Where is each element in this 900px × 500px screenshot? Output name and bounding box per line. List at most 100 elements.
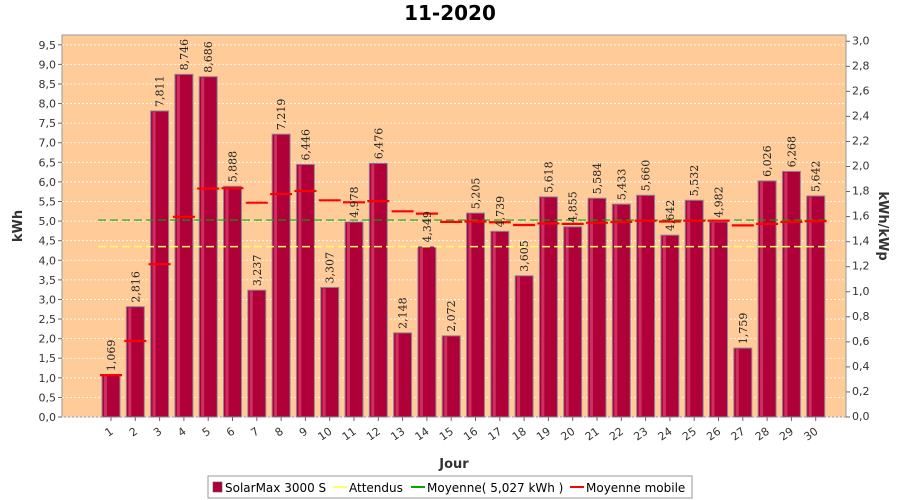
- bar-value-label: 5,433: [615, 169, 628, 201]
- x-tick-label: 19: [534, 425, 553, 444]
- legend-label-moving-average: Moyenne mobile: [586, 481, 685, 495]
- x-tick-label: 3: [151, 425, 164, 440]
- y-tick-label: 9,0: [39, 58, 57, 71]
- x-tick-label: 21: [583, 425, 602, 444]
- x-tick-label: 23: [631, 425, 650, 444]
- y-axis-label: kWh: [11, 210, 26, 242]
- y2-tick-label: 2,4: [852, 109, 870, 122]
- bar-value-label: 6,446: [299, 129, 312, 161]
- x-tick-label: 26: [704, 425, 723, 444]
- y-tick-label: 5,5: [39, 196, 57, 209]
- x-tick-label: 1: [103, 425, 116, 440]
- y2-tick-label: 2,6: [852, 84, 870, 97]
- bar-value-label: 2,148: [397, 297, 410, 329]
- y-tick-label: 0,5: [39, 391, 57, 404]
- legend-swatch-bars: [212, 481, 223, 493]
- x-tick-label: 29: [777, 425, 796, 444]
- bar-highlight: [419, 247, 423, 416]
- y-tick-label: 7,0: [39, 137, 57, 150]
- y2-tick-label: 2,0: [852, 160, 870, 173]
- bar-highlight: [541, 197, 545, 416]
- reference-lines: [98, 219, 829, 248]
- x-tick-label: 7: [248, 425, 261, 440]
- bar-highlight: [517, 276, 521, 416]
- bar-value-label: 5,532: [688, 165, 701, 197]
- y-tick-label: 0,0: [39, 411, 57, 424]
- bar-highlight: [784, 172, 788, 416]
- x-tick-label: 4: [175, 425, 188, 440]
- bar-value-label: 1,069: [105, 340, 118, 372]
- x-axis-ticks: 1 2 3 4 5 6 7 8 9 10 11 12 13 14 15 16 17 18 19 20 21 22 23 24 2…: [103, 417, 820, 444]
- x-tick-label: 9: [297, 425, 310, 440]
- bar-value-label: 4,642: [664, 200, 677, 232]
- x-tick-label: 17: [486, 425, 505, 444]
- bar-value-label: 7,811: [154, 75, 167, 107]
- bar-highlight: [590, 199, 593, 416]
- y2-tick-label: 1,2: [852, 260, 870, 273]
- y-tick-label: 8,0: [39, 98, 57, 111]
- bar-highlight: [225, 187, 229, 416]
- bar-highlight: [298, 165, 302, 416]
- y-axis-ticks: 0,0 0,5 1,0 1,5 2,0 2,5 3,0 3,5 4,0 4,5 5,0 5,5 6,0 6…: [39, 39, 62, 424]
- x-tick-label: 24: [656, 425, 675, 444]
- bar-highlight: [687, 201, 691, 416]
- x-tick-label: 18: [510, 425, 529, 444]
- bar-highlight: [371, 164, 375, 416]
- y2-tick-label: 2,8: [852, 59, 870, 72]
- y-tick-label: 3,0: [39, 293, 57, 306]
- x-tick-label: 6: [224, 425, 237, 440]
- bar-highlight: [322, 288, 326, 416]
- bar-value-label: 6,476: [372, 128, 385, 160]
- bar-highlight: [104, 376, 107, 416]
- bar-highlight: [760, 181, 764, 416]
- bar-value-label: 5,618: [542, 161, 555, 193]
- bar-highlight: [735, 349, 739, 416]
- bar-value-label: 8,686: [202, 41, 215, 73]
- x-axis-label: Jour: [438, 457, 469, 472]
- value-labels: 1,069 2,816 7,811 8,746 8,686 5,888 3,237 7,219…: [105, 39, 823, 371]
- bar-value-label: 4,978: [348, 186, 361, 218]
- legend-label-expected: Attendus: [349, 481, 403, 495]
- x-tick-label: 11: [340, 425, 359, 444]
- bar-highlight: [176, 75, 180, 416]
- y-tick-label: 6,0: [39, 176, 57, 189]
- x-tick-label: 12: [364, 425, 383, 444]
- y2-tick-label: 2,2: [852, 134, 870, 147]
- y2-tick-label: 0,4: [852, 360, 870, 373]
- bar-value-label: 4,855: [567, 191, 580, 223]
- legend-label-average: Moyenne( 5,027 kWh ): [427, 481, 563, 495]
- y2-tick-label: 1,4: [852, 235, 870, 248]
- bar-value-label: 2,816: [129, 271, 142, 303]
- y2-tick-label: 0,6: [852, 335, 870, 348]
- bar-highlight: [468, 214, 472, 416]
- y-tick-label: 2,5: [39, 313, 57, 326]
- x-tick-label: 2: [127, 425, 140, 440]
- bar-highlight: [808, 196, 812, 416]
- bar-highlight: [347, 222, 350, 416]
- bar-highlight: [711, 222, 715, 416]
- bar-value-label: 3,307: [324, 252, 337, 284]
- chart-title: 11-2020: [404, 1, 496, 25]
- y-tick-label: 4,5: [39, 235, 57, 248]
- bar-value-label: 4,739: [494, 196, 507, 228]
- bar-highlight: [492, 232, 496, 416]
- bar-highlight: [662, 236, 666, 416]
- x-tick-label: 5: [200, 425, 213, 440]
- bar-highlight: [249, 291, 253, 416]
- y2-tick-label: 1,6: [852, 210, 870, 223]
- x-tick-label: 15: [437, 425, 456, 444]
- y2-tick-label: 3,0: [852, 34, 870, 47]
- bar-value-label: 5,888: [227, 151, 240, 183]
- bar-value-label: 4,982: [713, 186, 726, 218]
- bar-value-label: 6,026: [761, 145, 774, 177]
- y-tick-label: 2,0: [39, 333, 57, 346]
- bar-highlight: [638, 196, 642, 416]
- bar-highlight: [395, 333, 399, 416]
- y2-axis-label: kWh/kWp: [875, 191, 890, 260]
- y2-tick-label: 1,8: [852, 185, 870, 198]
- x-tick-label: 27: [729, 425, 748, 444]
- x-tick-label: 28: [753, 425, 772, 444]
- bar-value-label: 5,205: [470, 178, 483, 210]
- x-tick-label: 10: [315, 425, 334, 444]
